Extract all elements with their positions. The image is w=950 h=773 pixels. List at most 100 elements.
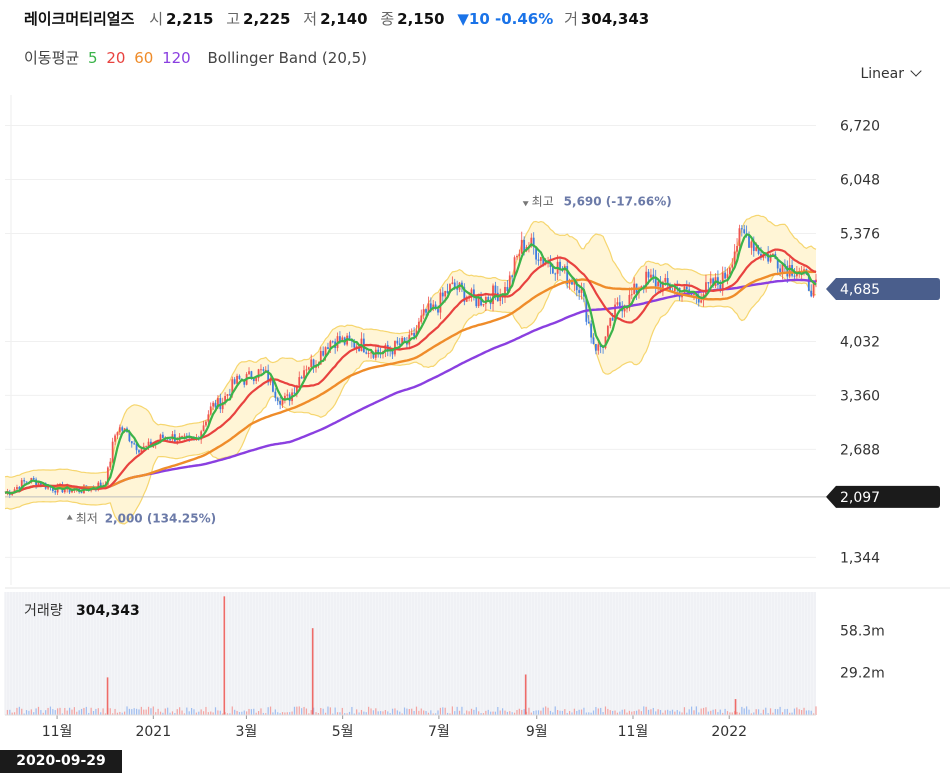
volume-bar bbox=[815, 706, 817, 715]
volume-bar bbox=[406, 708, 408, 715]
candle-body bbox=[111, 441, 114, 462]
high-marker-arrow bbox=[522, 201, 529, 207]
volume-bar bbox=[365, 712, 367, 715]
volume-bar bbox=[521, 709, 523, 715]
volume-bar bbox=[147, 706, 150, 715]
volume-bar bbox=[614, 710, 616, 715]
candle-body bbox=[231, 379, 234, 396]
volume-bar bbox=[633, 711, 635, 715]
y-tick-label: 6,720 bbox=[840, 119, 880, 135]
volume-bar bbox=[643, 706, 645, 715]
candle-body bbox=[463, 287, 466, 302]
volume-bar bbox=[604, 706, 607, 715]
candle-body bbox=[54, 490, 57, 493]
volume-bar bbox=[315, 712, 317, 715]
volume-bar bbox=[30, 709, 32, 715]
bollinger-label: Bollinger Band (20,5) bbox=[207, 49, 368, 67]
volume-bar bbox=[470, 708, 473, 715]
volume-bar bbox=[191, 707, 193, 715]
volume-bar bbox=[16, 707, 18, 715]
volume-bar bbox=[755, 709, 757, 715]
candle-body bbox=[595, 343, 597, 351]
ma-60-label: 60 bbox=[134, 49, 154, 67]
candle-body bbox=[472, 289, 475, 297]
volume-bar bbox=[710, 710, 712, 715]
candle-body bbox=[339, 336, 341, 342]
volume-bar bbox=[647, 709, 650, 715]
volume-bar bbox=[171, 711, 174, 715]
volume-bar bbox=[222, 713, 224, 715]
candle-body bbox=[707, 282, 710, 284]
candle-body bbox=[606, 325, 609, 337]
x-tick-label: 11월 bbox=[618, 724, 649, 740]
volume-bar bbox=[626, 712, 628, 715]
candle-body bbox=[51, 487, 54, 491]
volume-bar bbox=[652, 707, 654, 715]
candle-body bbox=[331, 341, 334, 343]
volume-bar bbox=[741, 706, 743, 715]
volume-bar bbox=[234, 709, 236, 715]
volume-bar bbox=[588, 712, 590, 715]
volume-bar bbox=[284, 712, 286, 715]
volume-bar bbox=[494, 711, 497, 715]
candle-body bbox=[207, 414, 210, 422]
volume-bar bbox=[11, 712, 13, 715]
volume-bar bbox=[743, 708, 745, 715]
volume-bar bbox=[231, 706, 233, 715]
candle-body bbox=[37, 482, 40, 486]
volume-bar bbox=[64, 707, 66, 715]
scale-selector[interactable]: Linear bbox=[860, 65, 922, 82]
volume-bar bbox=[430, 710, 432, 715]
candle-body bbox=[678, 287, 681, 298]
volume-bar bbox=[667, 709, 669, 715]
ma-60-line bbox=[4, 270, 817, 495]
volume-bar bbox=[492, 711, 494, 715]
volume-bar bbox=[631, 711, 633, 715]
candle-body bbox=[133, 443, 136, 445]
candle-body bbox=[657, 281, 660, 287]
candle-body bbox=[279, 400, 282, 405]
candle-body bbox=[341, 337, 344, 342]
volume-bar bbox=[480, 713, 482, 715]
volume-bar bbox=[793, 708, 796, 715]
volume-bar bbox=[504, 710, 506, 715]
candle-body bbox=[32, 478, 35, 480]
candle-body bbox=[705, 282, 707, 295]
candle-body bbox=[477, 296, 480, 307]
candle-body bbox=[453, 282, 456, 288]
volume-bar bbox=[356, 709, 358, 715]
volume-bar bbox=[322, 708, 324, 715]
candle-body bbox=[169, 439, 171, 441]
candle-body bbox=[353, 341, 356, 348]
candle-body bbox=[205, 421, 207, 426]
candle-body bbox=[587, 321, 590, 324]
candle-body bbox=[504, 286, 506, 298]
candle-body bbox=[810, 290, 813, 297]
candle-body bbox=[532, 237, 535, 247]
candle-body bbox=[109, 461, 112, 468]
candle-body bbox=[99, 482, 102, 487]
volume-bar bbox=[690, 706, 693, 715]
candle-body bbox=[781, 263, 784, 273]
candle-body bbox=[118, 427, 121, 433]
candle-body bbox=[202, 425, 205, 432]
volume-bar bbox=[403, 707, 406, 715]
candle-body bbox=[573, 281, 576, 285]
volume-bar bbox=[102, 708, 104, 715]
volume-bar bbox=[731, 712, 733, 715]
volume-bar bbox=[722, 712, 724, 715]
candle-body bbox=[80, 492, 83, 494]
volume-bar bbox=[112, 713, 114, 715]
volume-bar bbox=[399, 711, 401, 715]
volume-bar bbox=[789, 712, 791, 715]
volume-bar bbox=[272, 712, 274, 715]
candle-body bbox=[793, 275, 796, 277]
y-tick-label: 3,360 bbox=[840, 388, 880, 404]
candle-body bbox=[807, 274, 810, 291]
volume-bar bbox=[348, 711, 351, 715]
volume-bar bbox=[717, 712, 719, 715]
volume-bar bbox=[279, 713, 281, 715]
volume-bar bbox=[157, 708, 159, 715]
volume-bar bbox=[260, 708, 262, 715]
